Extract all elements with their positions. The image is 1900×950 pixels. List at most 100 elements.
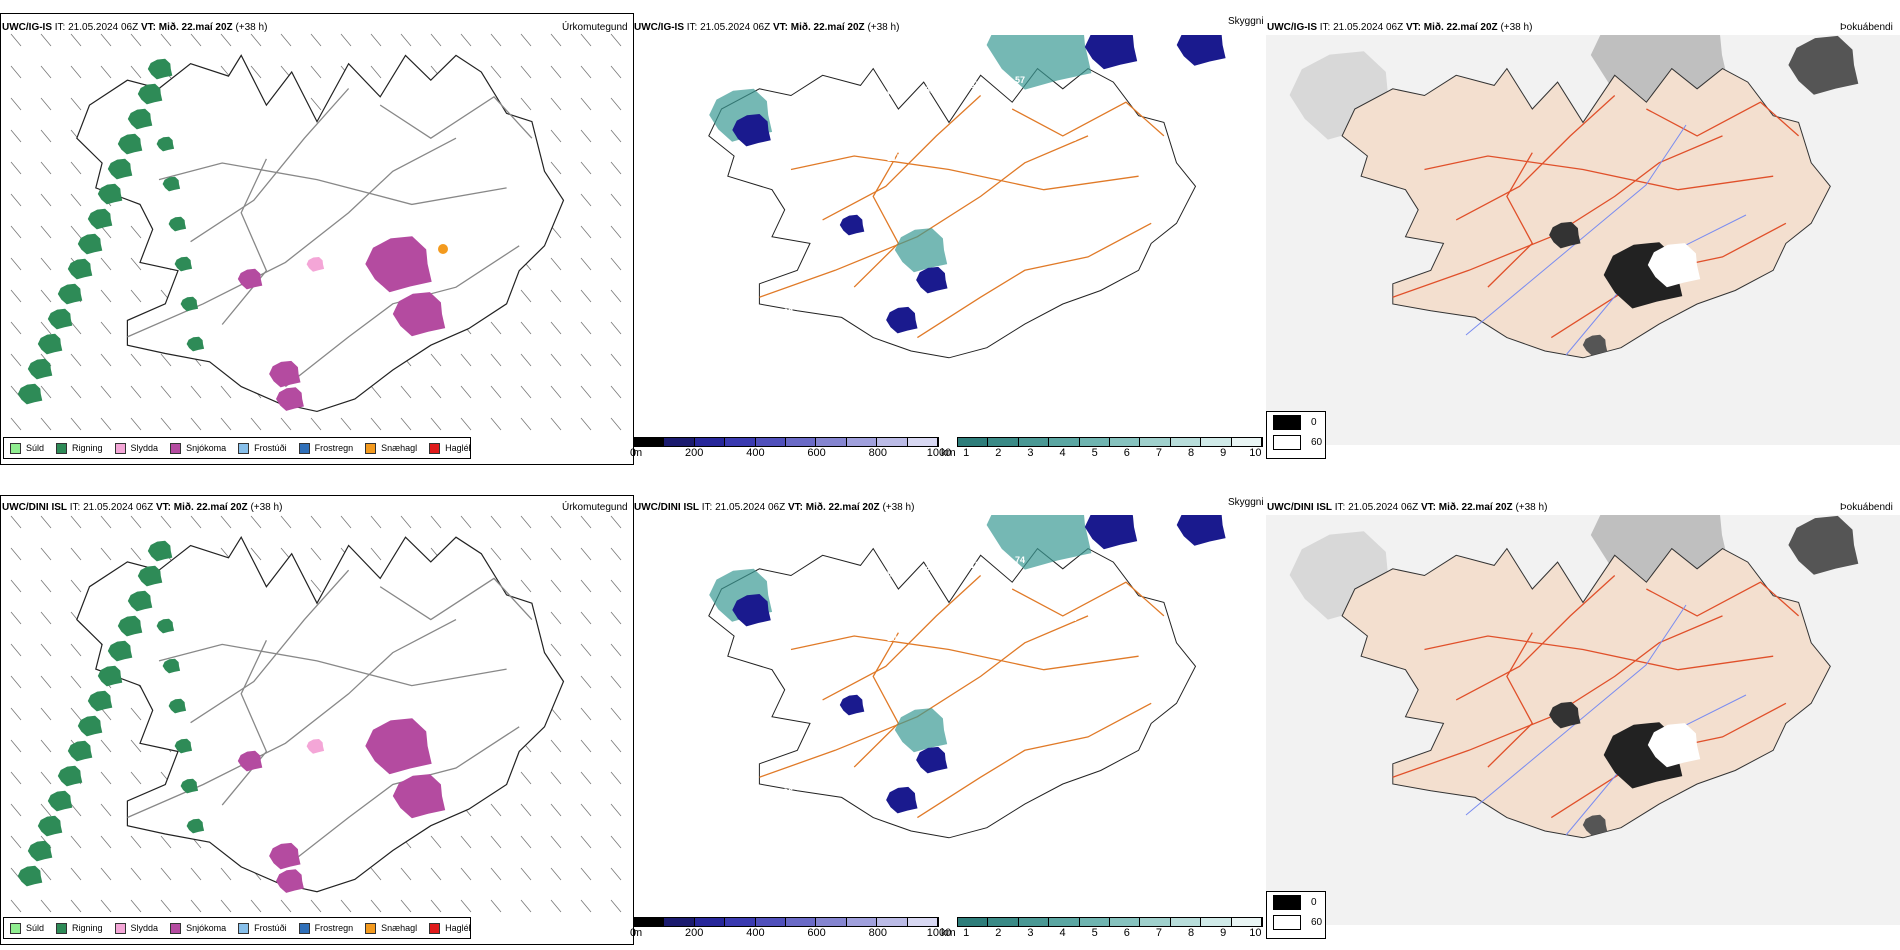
legend-item: Súld	[10, 922, 44, 934]
colorbar-segment	[1201, 438, 1232, 446]
precip-legend: Súld Rigning Slydda Snjókoma Frostúði Frostre…	[3, 917, 471, 939]
high-fog-area	[1582, 334, 1608, 356]
legend-item: Rigning	[56, 442, 103, 454]
colorbar-segment	[877, 438, 908, 446]
colorbar-segment	[958, 438, 989, 446]
visibility-label: 02	[724, 186, 734, 196]
sleet-area	[306, 739, 325, 754]
precip-map-bottom	[10, 515, 622, 913]
snow-area	[276, 869, 304, 893]
visibility-label: 117	[887, 153, 902, 163]
colorbar-tick: 4	[1059, 447, 1066, 459]
rain-area	[57, 765, 83, 787]
snow-area	[269, 842, 301, 870]
visibility-label: 130	[1074, 676, 1089, 686]
legend-swatch	[365, 442, 377, 454]
road-network	[759, 95, 1165, 339]
colorbar-segment	[755, 918, 787, 926]
very-low-visibility-area	[732, 594, 771, 627]
colorbar-tick: 4	[1059, 927, 1066, 939]
colorbar-segment	[1231, 438, 1263, 446]
visibility-colorbar-strip	[957, 437, 1263, 447]
legend-item: Haglél	[429, 442, 471, 454]
fog-map-top	[1266, 35, 1900, 445]
precip-title-bottom: Úrkomutegund	[562, 502, 628, 513]
colorbar-tick: 6	[1123, 447, 1130, 459]
visibility-label: 13	[970, 560, 980, 570]
height-colorbar: 0 200 400 600 800 1000	[630, 437, 951, 459]
colorbar-segment	[694, 918, 726, 926]
rain-area	[107, 640, 133, 662]
rain-area	[162, 658, 181, 674]
low-visibility-area	[986, 515, 1092, 570]
legend-swatch	[429, 922, 441, 934]
fog-legend-row: 60	[1273, 432, 1325, 452]
rain-area	[186, 818, 205, 834]
visibility-label: 276	[828, 782, 843, 792]
colorbar-segment	[725, 438, 756, 446]
legend-swatch	[238, 922, 250, 934]
colorbar-segment	[877, 918, 908, 926]
rain-area	[87, 208, 113, 230]
colorbar-segment	[634, 918, 665, 926]
rain-area	[174, 738, 193, 754]
very-low-visibility-area	[839, 694, 865, 716]
header-vis-bottom: UWC/DINI ISL IT: 21.05.2024 06Z VT: Mið.…	[634, 502, 915, 513]
visibility-label: 172	[821, 239, 836, 249]
visibility-label: 96	[738, 312, 748, 322]
visibility-label: 10	[1067, 133, 1077, 143]
sleet-area	[306, 257, 325, 272]
colorbar-tick: 3	[1027, 927, 1034, 939]
legend-item: Haglél	[429, 922, 471, 934]
legend-item: Slydda	[114, 442, 158, 454]
visibility-label: 457	[1081, 739, 1096, 749]
visibility-label: 301	[731, 249, 746, 259]
rain-area	[180, 296, 199, 312]
legend-swatch	[10, 442, 21, 454]
visibility-labels: 177 118 108 99 457 41 15 90 37 108 96 284 145 130 319 2…	[693, 527, 1141, 802]
colorbar-tick: 7	[1155, 927, 1163, 939]
visibility-label: 57	[977, 143, 987, 153]
colorbar-tick: 10	[1249, 927, 1262, 939]
colorbar-segment	[664, 918, 695, 926]
colorbar-segment	[846, 438, 878, 446]
visibility-unit: km	[941, 447, 956, 459]
header-precip-top: UWC/IG-IS IT: 21.05.2024 06Z VT: Mið. 22…	[2, 22, 268, 33]
visibility-label: 314	[925, 85, 940, 95]
fog-legend-swatch	[1273, 914, 1301, 930]
fog-map-bottom	[1266, 515, 1900, 925]
visibility-label: 245	[1119, 671, 1134, 681]
visibility-colorbar-ticks: 1 2 3 4 5 6 7 8 9 10	[957, 927, 1263, 939]
colorbar-segment	[1201, 918, 1232, 926]
rain-area	[67, 258, 93, 280]
colorbar-tick: 2	[995, 447, 1002, 459]
rain-area	[57, 283, 83, 305]
legend-swatch	[56, 442, 68, 454]
legend-swatch	[10, 922, 21, 934]
precip-title-top: Úrkomutegund	[562, 22, 628, 33]
fog-legend-swatch	[1273, 894, 1301, 910]
very-low-visibility-area	[839, 214, 865, 236]
colorbar-tick: 2	[995, 927, 1002, 939]
rain-area	[137, 565, 163, 587]
colorbar-segment	[664, 438, 695, 446]
visibility-label: 246	[1074, 196, 1089, 206]
fog-panel-top	[1266, 35, 1900, 445]
high-fog-area	[1549, 701, 1581, 729]
visibility-label: 118	[790, 580, 805, 590]
colorbar-segment	[1018, 918, 1050, 926]
fog-title-bottom: Þokuábendi	[1840, 502, 1893, 513]
colorbar-tick: 9	[1220, 927, 1227, 939]
legend-label: Snjókoma	[186, 443, 227, 453]
rain-area	[17, 383, 43, 405]
visibility-label: 63	[783, 307, 793, 317]
legend-label: Haglél	[445, 923, 471, 933]
very-low-visibility-area	[916, 266, 948, 294]
fog-legend-label: 60	[1311, 436, 1323, 448]
very-low-visibility-area	[916, 746, 948, 774]
visibility-label: 243	[1022, 138, 1037, 148]
legend-swatch	[114, 922, 126, 934]
visibility-label: 16	[1112, 608, 1122, 618]
visibility-label: 148	[693, 47, 708, 57]
rain-area	[37, 815, 63, 837]
